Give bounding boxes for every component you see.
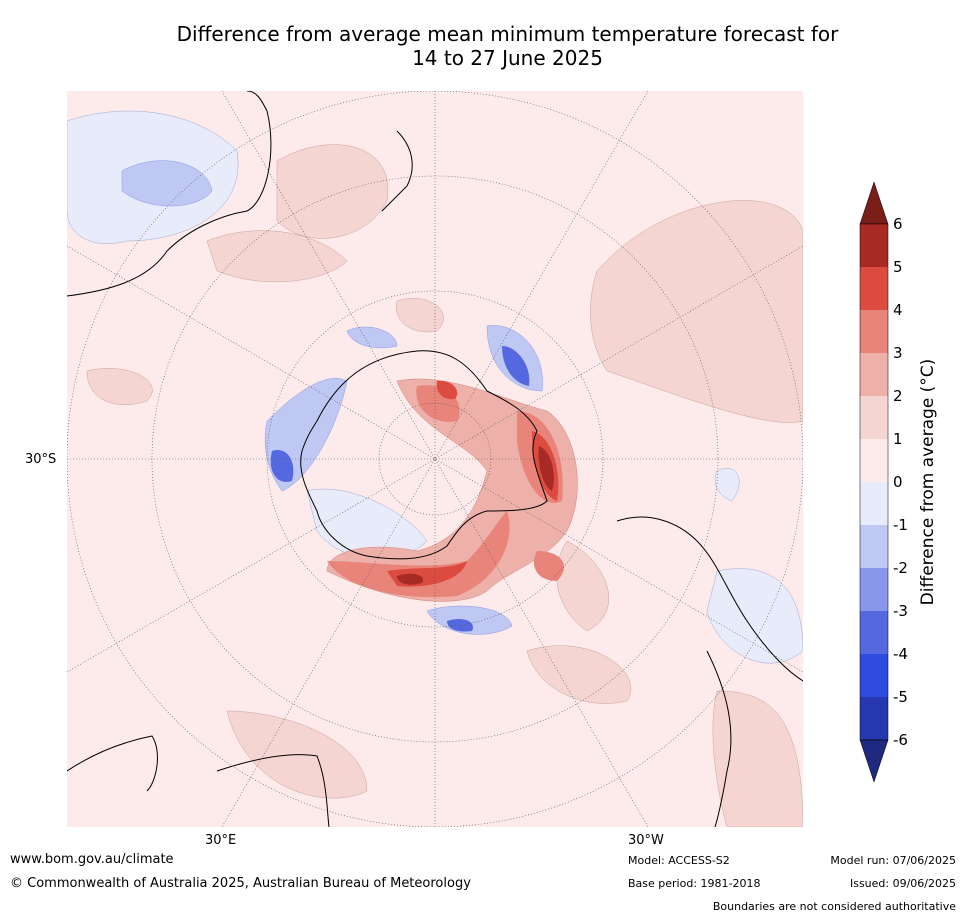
colorbar-segment xyxy=(860,482,888,525)
colorbar-tick-label: 5 xyxy=(893,258,903,276)
africa-coastline xyxy=(67,735,330,827)
colorbar-segment xyxy=(860,439,888,482)
colorbar-tick-label: 4 xyxy=(893,301,903,319)
anomaly-patches-extreme-warm xyxy=(397,446,554,585)
title-line-2: 14 to 27 June 2025 xyxy=(412,46,603,70)
colorbar-segment xyxy=(860,525,888,568)
colorbar-segment xyxy=(860,697,888,740)
colorbar-segment xyxy=(860,267,888,310)
colorbar-tick-label: 2 xyxy=(893,387,903,405)
anomaly-patches-moderate-warm xyxy=(326,378,578,602)
anomaly-patches-weak-warm xyxy=(86,144,803,827)
colorbar-segment xyxy=(860,224,888,267)
colorbar-tick-label: -1 xyxy=(893,516,908,534)
colorbar-bottom-extend xyxy=(859,739,889,783)
colorbar-tick-label: -4 xyxy=(893,645,908,663)
footer-copyright: © Commonwealth of Australia 2025, Austra… xyxy=(10,876,471,891)
continent-coastlines xyxy=(67,91,803,827)
south-america-coastline xyxy=(616,516,803,827)
colorbar-tick-label: -3 xyxy=(893,602,908,620)
footer-model: Model: ACCESS-S2 xyxy=(628,854,730,867)
colorbar-svg xyxy=(859,181,889,783)
colorbar-segment xyxy=(860,654,888,697)
anomaly-patches-strong-cold xyxy=(270,346,530,632)
colorbar-tick-label: 3 xyxy=(893,344,903,362)
footer-website: www.bom.gov.au/climate xyxy=(10,852,174,867)
colorbar-segment xyxy=(860,353,888,396)
longitude-label-west: 30°W xyxy=(628,833,664,848)
colorbar-tick-label: 1 xyxy=(893,430,903,448)
colorbar-tick-label: -5 xyxy=(893,688,908,706)
colorbar-top-extend xyxy=(859,181,889,225)
map-canvas xyxy=(67,91,803,827)
polar-map xyxy=(67,91,803,827)
colorbar-label-text: Difference from average (°C) xyxy=(918,358,938,606)
colorbar-segment xyxy=(860,568,888,611)
longitude-label-east: 30°E xyxy=(205,833,237,848)
colorbar-tick-label: 0 xyxy=(893,473,903,491)
graticule xyxy=(67,91,803,827)
colorbar-tick-label: 6 xyxy=(893,215,903,233)
australia-coastline xyxy=(67,91,272,297)
colorbar xyxy=(858,181,918,783)
antarctica-coastline xyxy=(300,350,548,560)
colorbar-segment xyxy=(860,310,888,353)
map-title: Difference from average mean minimum tem… xyxy=(0,22,965,70)
colorbar-segment xyxy=(860,396,888,439)
title-line-1: Difference from average mean minimum tem… xyxy=(176,22,839,46)
new-zealand-coastline xyxy=(381,130,413,212)
footer-model-run: Model run: 07/06/2025 xyxy=(830,854,956,867)
colorbar-segment xyxy=(860,611,888,654)
colorbar-frame xyxy=(859,223,889,741)
latitude-label: 30°S xyxy=(25,452,57,467)
colorbar-tick-label: -6 xyxy=(893,731,908,749)
footer-base-period: Base period: 1981-2018 xyxy=(628,877,761,890)
footer-issued: Issued: 09/06/2025 xyxy=(849,877,956,890)
footer-boundaries: Boundaries are not considered authoritat… xyxy=(712,900,956,913)
colorbar-tick-label: -2 xyxy=(893,559,908,577)
